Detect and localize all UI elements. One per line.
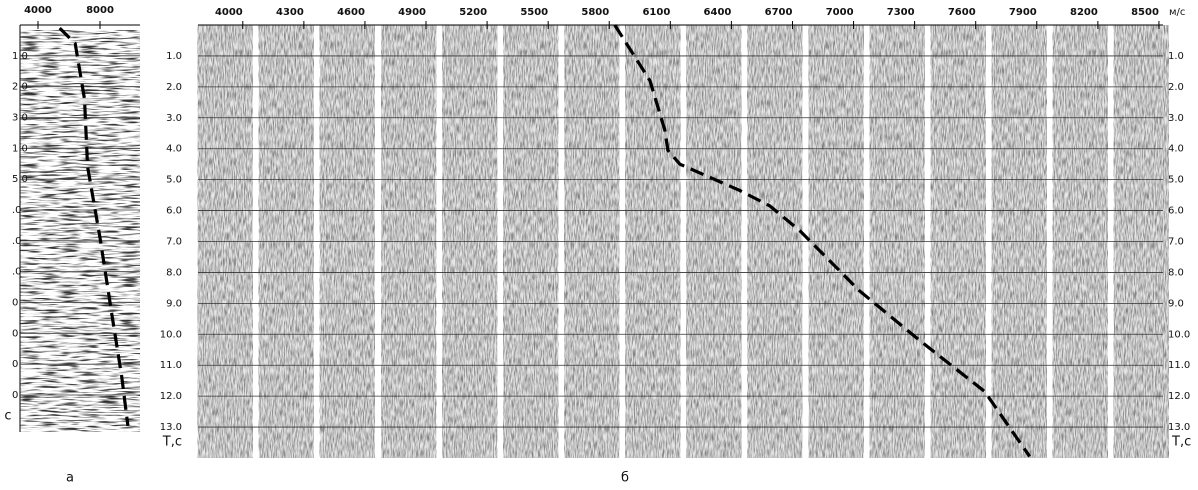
y-tick-label-right: 8.0	[1168, 267, 1184, 278]
y-tick-label: 1.0	[166, 51, 182, 62]
x-tick-label: 4900	[398, 7, 426, 18]
y-tick-label-right: 6.0	[1168, 206, 1184, 217]
y-tick-label-right: 1.0	[1168, 51, 1184, 62]
y-tick-label-right: 7.0	[1168, 237, 1184, 248]
spectrum-texture	[20, 30, 140, 432]
y-tick-label-right: 3.0	[1168, 113, 1184, 124]
y-tick-label: 13.0	[160, 422, 182, 433]
panel-label: б	[621, 471, 629, 486]
y-tick-label: 3.0	[166, 113, 182, 124]
y-tick-label: .0	[12, 236, 22, 247]
y-tick-label: 7.0	[166, 237, 182, 248]
y-tick-label: 12.0	[160, 391, 182, 402]
x-tick-label: 5500	[520, 7, 548, 18]
y-tick-label-right: 10.0	[1168, 329, 1190, 340]
velocity-line	[613, 24, 1031, 458]
y-tick-label-right: 2.0	[1168, 82, 1184, 93]
y-tick-label: 2.0	[12, 82, 28, 93]
y-axis-label-right: T,c	[1171, 435, 1191, 450]
y-tick-label: 3.0	[12, 113, 28, 124]
y-tick-label-right: 5.0	[1168, 175, 1184, 186]
y-tick-label-right: 9.0	[1168, 298, 1184, 309]
y-tick-label: .0	[12, 267, 22, 278]
x-tick-label: 6700	[765, 7, 793, 18]
x-tick-label: 5200	[459, 7, 487, 18]
x-tick-label: 7000	[826, 7, 854, 18]
y-tick-label: 6.0	[166, 206, 182, 217]
velocity-line	[58, 26, 130, 427]
y-axis-label: T,c	[162, 435, 182, 450]
y-tick-label: 5.0	[166, 175, 182, 186]
x-tick-label: 4300	[276, 7, 304, 18]
y-tick-label: 4.0	[166, 144, 182, 155]
y-tick-label: 1.0	[12, 143, 28, 154]
y-tick-label: 0	[12, 298, 18, 309]
x-tick-label: 8500	[1131, 7, 1159, 18]
y-tick-label-right: 12.0	[1168, 391, 1190, 402]
x-tick-label: 8000	[86, 5, 114, 16]
x-tick-label: 5800	[581, 7, 609, 18]
x-tick-label: 4600	[337, 7, 365, 18]
y-tick-label: 8.0	[166, 267, 182, 278]
x-tick-label: 7600	[948, 7, 976, 18]
y-tick-label: 2.0	[166, 82, 182, 93]
y-tick-label: 0	[12, 390, 18, 401]
y-tick-label: 5.0	[12, 174, 28, 185]
y-tick-label-right: 13.0	[1168, 422, 1190, 433]
y-tick-label: 1.0	[12, 51, 28, 62]
x-axis-unit: м/с	[1169, 7, 1185, 18]
x-tick-label: 6100	[642, 7, 670, 18]
y-tick-label: 9.0	[166, 298, 182, 309]
y-tick-label: .0	[12, 205, 22, 216]
panel-label: а	[66, 471, 74, 486]
x-tick-label: 8200	[1070, 7, 1098, 18]
y-tick-label-right: 4.0	[1168, 144, 1184, 155]
x-tick-label: 4000	[24, 5, 52, 16]
y-tick-label-right: 11.0	[1168, 360, 1190, 371]
x-tick-label: 7300	[887, 7, 915, 18]
y-tick-label: 10.0	[160, 329, 182, 340]
x-tick-label: 4000	[215, 7, 243, 18]
x-tick-label: 7900	[1009, 7, 1037, 18]
y-tick-label: 0	[12, 359, 18, 370]
x-tick-label: 6400	[704, 7, 732, 18]
y-axis-label: c	[4, 409, 11, 424]
y-tick-label: 11.0	[160, 360, 182, 371]
y-tick-label: 0	[12, 328, 18, 339]
